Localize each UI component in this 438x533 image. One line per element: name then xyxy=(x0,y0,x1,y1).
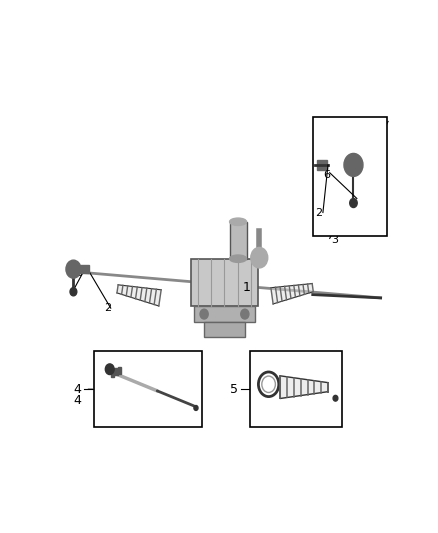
Text: 4: 4 xyxy=(73,394,81,407)
Bar xyxy=(114,368,117,375)
Bar xyxy=(118,367,121,374)
Circle shape xyxy=(194,406,198,410)
Polygon shape xyxy=(271,284,313,304)
Text: 5: 5 xyxy=(230,383,238,395)
Bar xyxy=(191,259,258,306)
Circle shape xyxy=(344,154,363,176)
Bar xyxy=(94,351,202,427)
Text: 6: 6 xyxy=(323,170,330,180)
Text: 4: 4 xyxy=(73,383,81,395)
Bar xyxy=(230,222,247,259)
Ellipse shape xyxy=(230,218,247,225)
Text: 1: 1 xyxy=(243,281,251,294)
Text: 3: 3 xyxy=(331,236,338,245)
Circle shape xyxy=(333,395,338,401)
Bar xyxy=(250,351,342,427)
Text: 6: 6 xyxy=(76,268,83,278)
Bar xyxy=(111,369,114,377)
Bar xyxy=(80,265,89,273)
Circle shape xyxy=(200,309,208,319)
Circle shape xyxy=(350,198,357,207)
Circle shape xyxy=(70,288,77,296)
Circle shape xyxy=(105,364,114,375)
Bar xyxy=(204,322,245,337)
Ellipse shape xyxy=(230,255,247,262)
Bar xyxy=(313,117,387,236)
Circle shape xyxy=(241,309,249,319)
Bar xyxy=(194,306,255,322)
Circle shape xyxy=(251,247,268,268)
Polygon shape xyxy=(117,285,161,306)
Text: 2: 2 xyxy=(315,207,322,217)
Polygon shape xyxy=(280,376,328,399)
Bar xyxy=(317,160,327,170)
Text: 2: 2 xyxy=(104,303,111,313)
Circle shape xyxy=(66,260,81,278)
